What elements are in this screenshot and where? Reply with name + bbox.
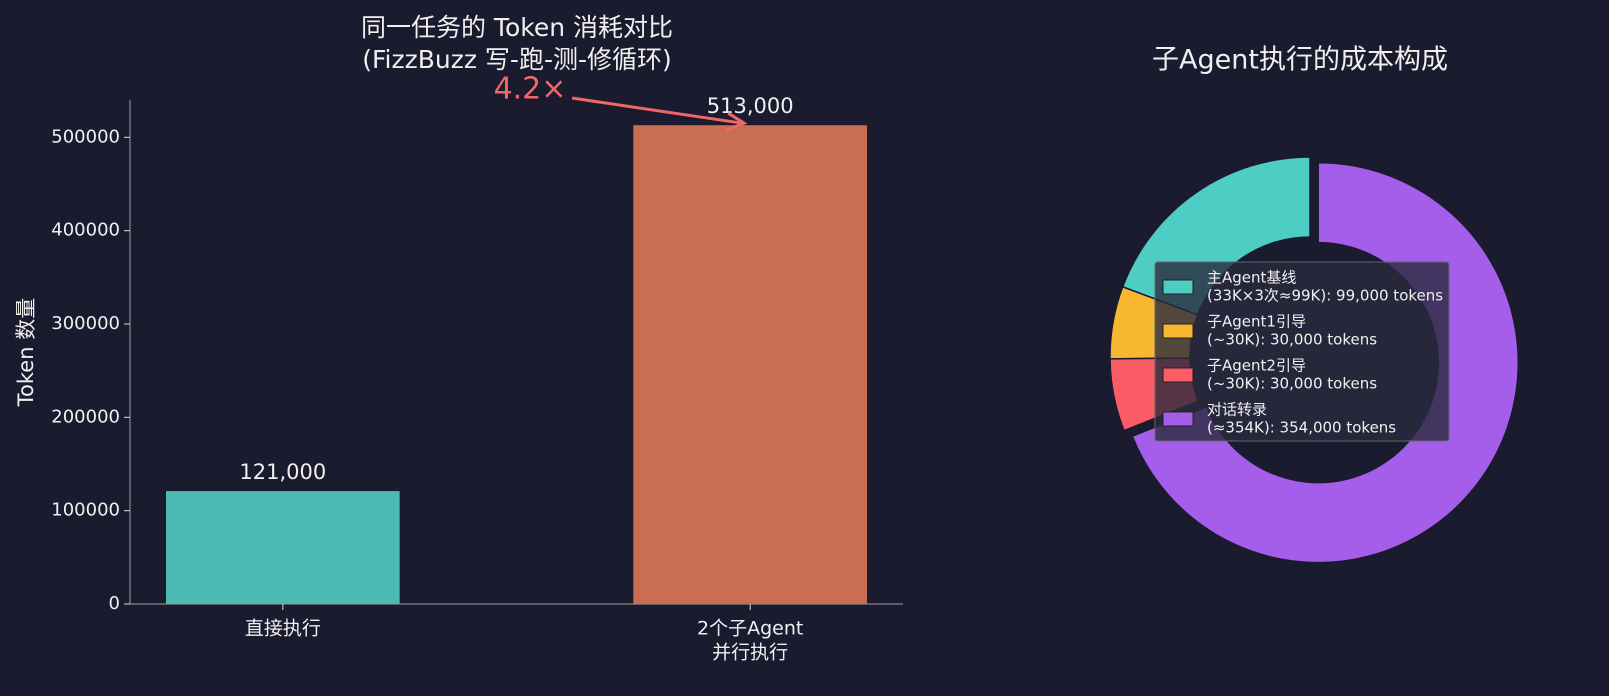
x-tick-label: 直接执行 bbox=[245, 618, 321, 640]
y-tick-label: 200000 bbox=[51, 406, 120, 427]
legend-label: 对话转录 bbox=[1207, 401, 1267, 419]
y-tick-label: 500000 bbox=[51, 126, 120, 147]
legend-label: (33K×3次≈99K): 99,000 tokens bbox=[1207, 287, 1443, 305]
x-tick-label: 2个子Agent bbox=[697, 618, 803, 640]
y-tick-label: 300000 bbox=[51, 313, 120, 334]
value-label: 513,000 bbox=[707, 94, 794, 118]
bar bbox=[165, 491, 400, 604]
y-tick-label: 400000 bbox=[51, 220, 120, 241]
legend-box bbox=[1154, 261, 1450, 442]
chart-title: (FizzBuzz 写-跑-测-修循环) bbox=[362, 45, 672, 74]
y-axis-label: Token 数量 bbox=[14, 298, 38, 407]
legend-swatch bbox=[1162, 323, 1194, 339]
y-tick-label: 100000 bbox=[51, 500, 120, 521]
legend-label: 子Agent1引导 bbox=[1207, 313, 1306, 331]
y-tick-label: 0 bbox=[109, 593, 120, 614]
legend-label: (~30K): 30,000 tokens bbox=[1207, 331, 1377, 349]
legend-label: (≈354K): 354,000 tokens bbox=[1207, 419, 1396, 437]
legend-label: 主Agent基线 bbox=[1207, 269, 1296, 287]
annotation-arrowhead bbox=[725, 111, 748, 132]
chart-title: 同一任务的 Token 消耗对比 bbox=[361, 13, 673, 42]
chart-title: 子Agent执行的成本构成 bbox=[1152, 45, 1448, 76]
legend-label: 子Agent2引导 bbox=[1207, 357, 1306, 375]
annotation: 4.2× bbox=[494, 72, 567, 107]
legend-label: (~30K): 30,000 tokens bbox=[1207, 375, 1377, 393]
legend-swatch bbox=[1162, 367, 1194, 383]
annotation-arrow bbox=[571, 96, 743, 125]
legend-swatch bbox=[1162, 279, 1194, 295]
x-tick-label: 并行执行 bbox=[712, 642, 788, 664]
bar bbox=[633, 125, 868, 604]
legend-swatch bbox=[1162, 411, 1194, 427]
value-label: 121,000 bbox=[239, 460, 326, 484]
